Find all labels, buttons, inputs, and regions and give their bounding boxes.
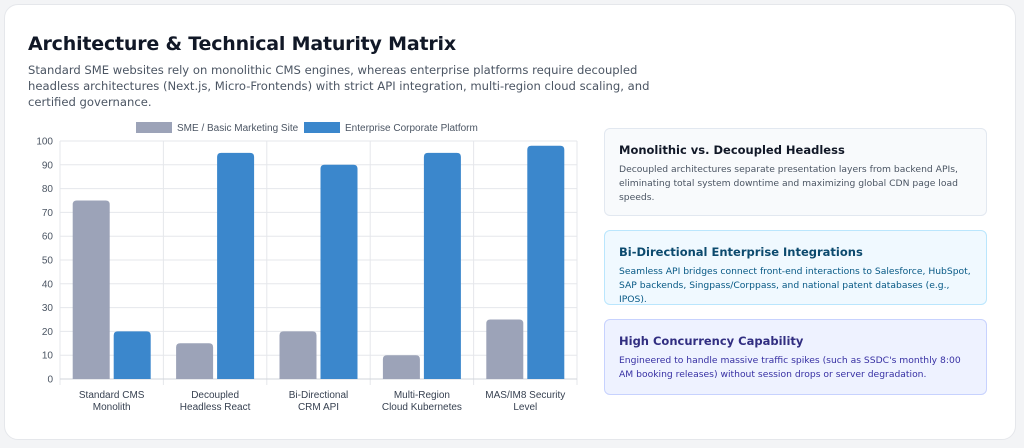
- bar-sme: [176, 343, 214, 379]
- info-card-integrations: Bi-Directional Enterprise Integrations S…: [604, 230, 987, 305]
- bar-enterprise: [217, 152, 255, 379]
- x-tick-label: Level: [513, 402, 537, 413]
- y-tick-label: 10: [42, 351, 54, 362]
- info-card-text: Seamless API bridges connect front-end i…: [619, 266, 971, 305]
- y-tick-label: 50: [42, 256, 54, 267]
- x-tick-label: Cloud Kubernetes: [382, 402, 462, 413]
- info-card-text: Engineered to handle massive traffic spi…: [619, 355, 961, 380]
- legend-label: Enterprise Corporate Platform: [345, 123, 478, 134]
- y-tick-label: 80: [42, 184, 54, 195]
- bar-sme: [279, 331, 317, 379]
- y-tick-label: 40: [42, 279, 54, 290]
- y-tick-label: 100: [36, 137, 53, 148]
- x-tick-label: CRM API: [298, 402, 339, 413]
- info-card-title: Monolithic vs. Decoupled Headless: [619, 143, 845, 157]
- x-tick-label: Multi-Region: [394, 390, 450, 401]
- legend-swatch: [136, 122, 172, 133]
- x-tick-label: Bi-Directional: [289, 390, 348, 401]
- y-tick-label: 90: [42, 160, 54, 171]
- page-title: Architecture & Technical Maturity Matrix: [28, 33, 456, 55]
- bar-enterprise: [320, 164, 358, 379]
- x-tick-label: Decoupled: [191, 390, 239, 401]
- y-tick-label: 30: [42, 303, 54, 314]
- y-tick-label: 20: [42, 327, 54, 338]
- x-tick-label: MAS/IM8 Security: [485, 390, 565, 401]
- x-tick-label: Monolith: [93, 402, 131, 413]
- info-card-title: Bi-Directional Enterprise Integrations: [619, 245, 863, 259]
- x-tick-label: Headless React: [180, 402, 251, 413]
- y-tick-label: 0: [47, 375, 53, 386]
- bar-sme: [486, 319, 524, 379]
- info-card-text: Decoupled architectures separate present…: [619, 164, 958, 203]
- legend-label: SME / Basic Marketing Site: [177, 123, 299, 134]
- bar-enterprise: [527, 145, 565, 379]
- info-card-headless: Monolithic vs. Decoupled Headless Decoup…: [604, 128, 987, 216]
- bar-chart: 0 10 20 30 40 50 60 70 80 90 100 Standard CMSMonoli…: [36, 122, 578, 413]
- bar-sme: [72, 200, 110, 379]
- info-card-title: High Concurrency Capability: [619, 334, 804, 348]
- page-subtitle: Standard SME websites rely on monolithic…: [28, 63, 650, 109]
- legend-swatch: [304, 122, 340, 133]
- x-tick-label: Standard CMS: [79, 390, 145, 401]
- y-tick-label: 70: [42, 208, 54, 219]
- info-card-concurrency: High Concurrency Capability Engineered t…: [604, 319, 987, 395]
- y-tick-label: 60: [42, 232, 54, 243]
- bar-sme: [382, 355, 420, 379]
- bar-enterprise: [423, 152, 461, 379]
- bar-enterprise: [113, 331, 151, 379]
